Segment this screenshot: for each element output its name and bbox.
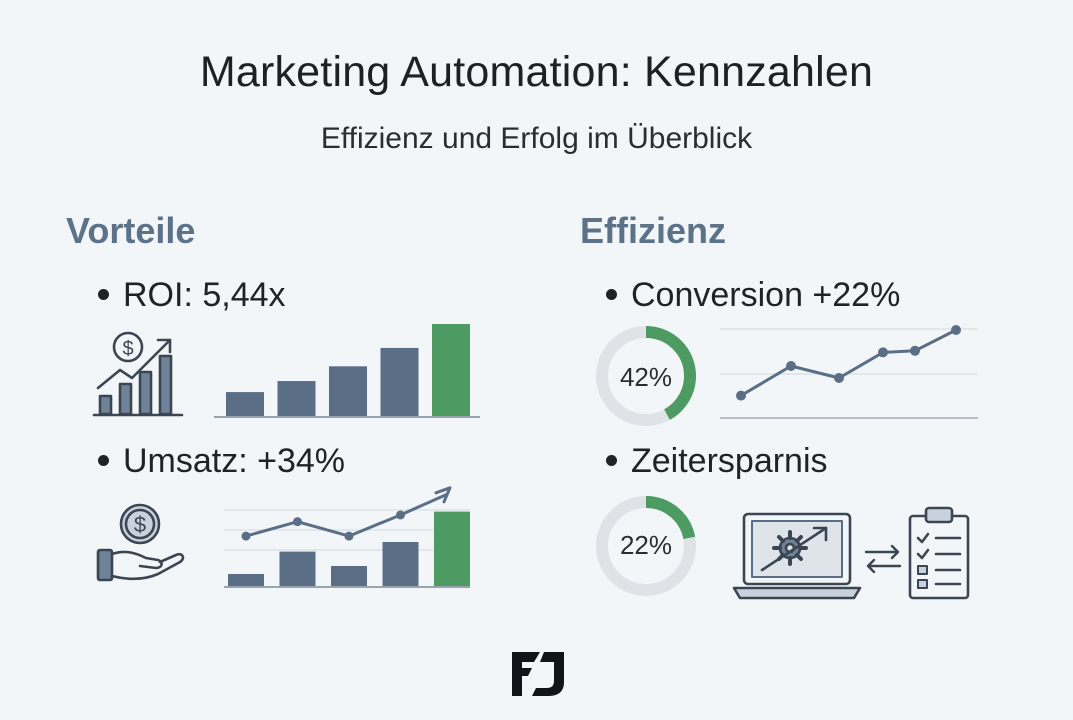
bullet-dot — [98, 454, 109, 466]
bullet-conversion-label: Conversion +22% — [631, 276, 901, 314]
bullet-roi: ROI: 5,44x — [98, 276, 286, 315]
clipboard-checklist-icon — [908, 506, 970, 600]
bullet-dot — [98, 288, 109, 300]
page-title: Marketing Automation: Kennzahlen — [199, 48, 874, 96]
umsatz-trend-point — [241, 531, 251, 541]
umsatz-trend-arrowhead — [434, 486, 452, 504]
swap-arrows-icon — [864, 544, 902, 574]
bullet-dot — [606, 288, 617, 300]
bullet-umsatz: Umsatz: +34% — [98, 442, 345, 481]
conversion-line-chart — [720, 325, 978, 419]
bullet-roi-label: ROI: 5,44x — [123, 276, 286, 314]
zeitersparnis-donut-label: 22% — [619, 530, 673, 560]
conversion-trend-line — [740, 328, 957, 397]
section-heading-vorteile: Vorteile — [66, 210, 196, 251]
roi-bar — [277, 381, 316, 416]
umsatz-bar — [434, 511, 470, 586]
bullet-conversion: Conversion +22% — [606, 276, 900, 315]
zeitersparnis-donut — [596, 496, 696, 596]
hand-coin-icon: $ — [96, 503, 185, 582]
conversion-donut — [596, 326, 696, 426]
roi-bar — [432, 324, 470, 416]
money-growth-chart-icon: $ — [92, 331, 184, 417]
roi-bar-chart — [214, 324, 480, 418]
brand-logo-icon — [512, 652, 564, 696]
bullet-zeitersparnis: Zeitersparnis — [606, 442, 828, 481]
roi-bar — [380, 347, 419, 416]
svg-text:$: $ — [122, 338, 133, 360]
conversion-donut-label: 42% — [619, 362, 673, 392]
umsatz-bar — [382, 542, 419, 586]
bullet-zeitersparnis-label: Zeitersparnis — [631, 442, 828, 480]
conversion-trend-point — [786, 361, 796, 371]
roi-bar — [226, 392, 264, 416]
page-subtitle: Effizienz und Erfolg im Überblick — [320, 122, 753, 155]
umsatz-trend-point — [396, 510, 405, 520]
umsatz-trend-point — [344, 531, 354, 541]
umsatz-combo-chart — [224, 486, 470, 588]
conversion-trend-point — [834, 373, 844, 383]
umsatz-bar — [331, 566, 367, 586]
bullet-umsatz-label: Umsatz: +34% — [123, 442, 346, 480]
laptop-gear-icon — [732, 512, 862, 600]
roi-bar — [329, 366, 367, 416]
umsatz-bar — [279, 551, 316, 586]
donut-progress-arc — [596, 326, 696, 426]
umsatz-bar — [228, 574, 264, 586]
section-heading-effizienz: Effizienz — [580, 210, 727, 251]
donut-progress-arc — [596, 496, 696, 596]
umsatz-trend-point — [293, 517, 302, 527]
svg-text:$: $ — [134, 512, 146, 537]
conversion-trend-point — [951, 325, 961, 335]
conversion-trend-point — [736, 390, 746, 401]
conversion-trend-point — [878, 347, 888, 358]
conversion-trend-point — [910, 345, 920, 356]
bullet-dot — [606, 454, 617, 466]
